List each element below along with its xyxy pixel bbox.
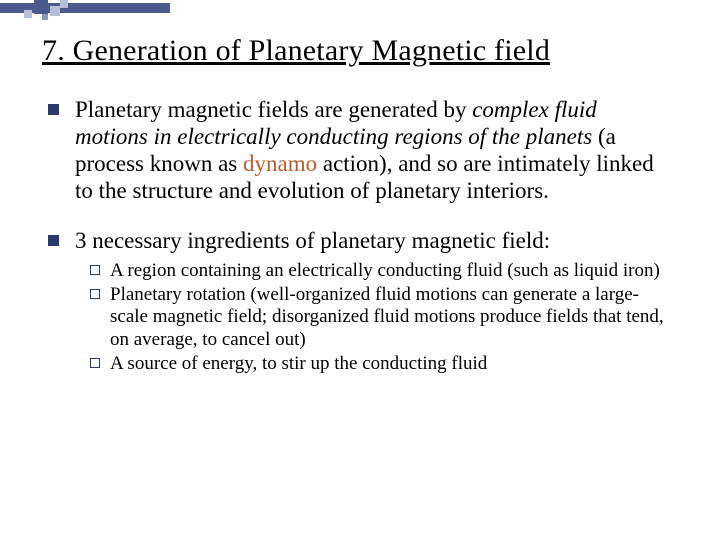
hollow-square-bullet-icon bbox=[90, 358, 100, 368]
p1-dynamo: dynamo bbox=[243, 151, 317, 176]
bullet-level1: 3 necessary ingredients of planetary mag… bbox=[48, 227, 668, 254]
paragraph-1: Planetary magnetic fields are generated … bbox=[75, 96, 668, 205]
square-bullet-icon bbox=[48, 104, 59, 115]
sub-item-1: A region containing an electrically cond… bbox=[110, 260, 668, 282]
hollow-square-bullet-icon bbox=[90, 265, 100, 275]
sub-list: A region containing an electrically cond… bbox=[90, 260, 668, 376]
bullet-level1: Planetary magnetic fields are generated … bbox=[48, 96, 668, 205]
paragraph-2: 3 necessary ingredients of planetary mag… bbox=[75, 227, 668, 254]
title-area: 7. Generation of Planetary Magnetic fiel… bbox=[42, 34, 690, 68]
bullet-level2: Planetary rotation (well-organized fluid… bbox=[90, 284, 668, 351]
bullet-level2: A source of energy, to stir up the condu… bbox=[90, 353, 668, 375]
corner-square-icon bbox=[42, 14, 48, 20]
slide: 7. Generation of Planetary Magnetic fiel… bbox=[0, 0, 720, 540]
bullet-level2: A region containing an electrically cond… bbox=[90, 260, 668, 282]
corner-square-icon bbox=[34, 0, 48, 14]
hollow-square-bullet-icon bbox=[90, 289, 100, 299]
sub-item-2: Planetary rotation (well-organized fluid… bbox=[110, 284, 668, 351]
square-bullet-icon bbox=[48, 235, 59, 246]
corner-square-icon bbox=[60, 0, 68, 8]
corner-square-icon bbox=[24, 10, 32, 18]
corner-decoration bbox=[0, 0, 170, 24]
corner-square-icon bbox=[50, 6, 60, 16]
p1-lead: Planetary magnetic fields are generated … bbox=[75, 97, 472, 122]
body-area: Planetary magnetic fields are generated … bbox=[48, 96, 668, 378]
sub-item-3: A source of energy, to stir up the condu… bbox=[110, 353, 668, 375]
slide-title: 7. Generation of Planetary Magnetic fiel… bbox=[42, 34, 550, 67]
